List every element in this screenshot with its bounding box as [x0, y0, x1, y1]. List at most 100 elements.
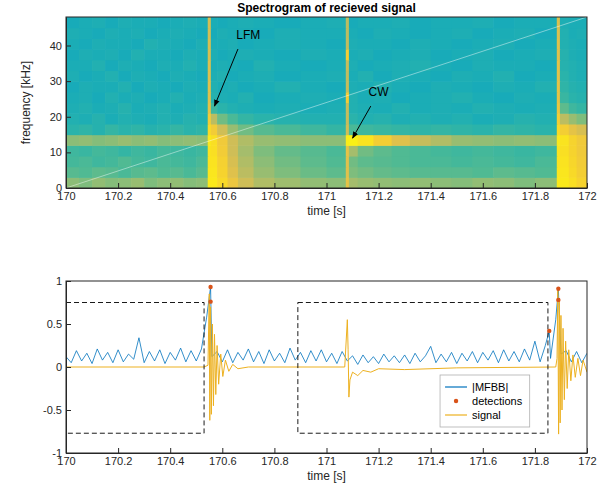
x-axis: 170170.2170.4170.6170.8171171.2171.4171.…	[57, 183, 596, 202]
heatmap-cell	[535, 177, 557, 188]
heatmap-cell	[66, 28, 80, 39]
heatmap-cell	[431, 135, 452, 146]
heatmap-cell	[217, 177, 228, 188]
heatmap-cell	[431, 145, 452, 156]
heatmap-cell	[79, 17, 93, 28]
heatmap-cell	[493, 60, 514, 71]
x-tick-mark	[483, 448, 484, 453]
heatmap-cell	[274, 28, 301, 39]
heatmap-cell	[373, 156, 392, 167]
legend-line	[445, 386, 467, 387]
heatmap-cell	[105, 124, 119, 135]
heatmap-cell	[79, 145, 93, 156]
heatmap-cell	[514, 113, 535, 124]
heatmap-cell	[514, 81, 535, 92]
detection-window	[298, 303, 548, 434]
heatmap-cell	[577, 28, 587, 39]
heatmap-cell	[535, 70, 557, 81]
heatmap-cell	[217, 113, 228, 124]
heatmap-cell	[228, 113, 239, 124]
heatmap-cell	[196, 103, 208, 114]
heatmap-cell	[410, 177, 431, 188]
x-axis: 170170.2170.4170.6170.8171171.2171.4171.…	[57, 448, 596, 467]
x-tick: 170.2	[105, 183, 133, 202]
x-axis-title: time [s]	[307, 204, 346, 218]
y-tick-label: 20	[50, 111, 62, 123]
legend-entry: signal	[445, 409, 501, 421]
heatmap-cell	[373, 17, 392, 28]
heatmap-cell	[238, 17, 254, 28]
heatmap-cell	[560, 156, 569, 167]
heatmap-cell	[183, 49, 197, 60]
heatmap-cell	[349, 167, 358, 178]
heatmap-cell	[196, 38, 208, 49]
heatmap-cell	[514, 167, 535, 178]
heatmap-cell	[211, 17, 218, 28]
y-tick: -0.5	[43, 404, 71, 416]
heatmap-cell	[211, 103, 218, 114]
heatmap-cell	[196, 81, 208, 92]
x-tick: 170.6	[209, 183, 237, 202]
figure-svg: 170170.2170.4170.6170.8171171.2171.4171.…	[0, 0, 602, 494]
y-tick-label: 40	[50, 40, 62, 52]
annotation-label: LFM	[236, 28, 260, 42]
heatmap-cell	[183, 38, 197, 49]
heatmap-cell	[327, 177, 347, 188]
x-tick-label: 170.4	[157, 190, 185, 202]
heatmap-cell	[514, 124, 535, 135]
heatmap-cell	[92, 60, 106, 71]
heatmap-cell	[217, 156, 228, 167]
heatmap-panel: 170170.2170.4170.6170.8171171.2171.4171.…	[19, 1, 597, 218]
heatmap-cell	[118, 49, 132, 60]
x-tick-label: 171	[318, 455, 336, 467]
heatmap-cell	[157, 145, 171, 156]
heatmap-cell	[254, 49, 275, 60]
x-tick-mark	[170, 183, 171, 188]
heatmap-cell	[254, 156, 275, 167]
heatmap-plot	[66, 17, 587, 188]
heatmap-cell	[493, 92, 514, 103]
heatmap-cell	[327, 156, 347, 167]
heatmap-cell	[535, 145, 557, 156]
heatmap-cell	[274, 145, 301, 156]
heatmap-cell	[392, 92, 411, 103]
heatmap-cell	[217, 49, 228, 60]
heatmap-cell	[66, 17, 80, 28]
heatmap-cell	[577, 92, 587, 103]
heatmap-cell	[79, 49, 93, 60]
heatmap-cell	[131, 70, 145, 81]
heatmap-cell	[105, 177, 119, 188]
heatmap-cell	[560, 38, 569, 49]
heatmap-cell	[170, 145, 184, 156]
y-tick: 40	[50, 40, 71, 52]
heatmap-cell	[431, 49, 452, 60]
heatmap-cell	[300, 81, 327, 92]
heatmap-cell	[431, 124, 452, 135]
heatmap-cell	[274, 17, 301, 28]
heatmap-cell	[105, 28, 119, 39]
heatmap-cell	[79, 135, 93, 146]
heatmap-cell	[118, 124, 132, 135]
heatmap-cell	[569, 70, 577, 81]
heatmap-cell	[131, 177, 145, 188]
heatmap-cell	[157, 124, 171, 135]
heatmap-cell	[131, 28, 145, 39]
heatmap-cell	[228, 167, 239, 178]
heatmap-cell	[431, 103, 452, 114]
x-tick: 171.2	[365, 448, 393, 467]
heatmap-cell	[577, 60, 587, 71]
heatmap-cell	[118, 177, 132, 188]
y-tick-mark	[66, 117, 71, 118]
heatmap-cell	[577, 156, 587, 167]
heatmap-cell	[493, 124, 514, 135]
legend-marker	[454, 399, 458, 403]
heatmap-cell	[358, 135, 374, 146]
heatmap-cell	[118, 81, 132, 92]
x-tick-mark	[222, 448, 223, 453]
heatmap-cell	[410, 38, 431, 49]
heatmap-cell	[577, 124, 587, 135]
heatmap-cell	[472, 70, 493, 81]
heatmap-cell	[183, 156, 197, 167]
heatmap-cell	[560, 167, 569, 178]
heatmap-cell	[349, 60, 358, 71]
